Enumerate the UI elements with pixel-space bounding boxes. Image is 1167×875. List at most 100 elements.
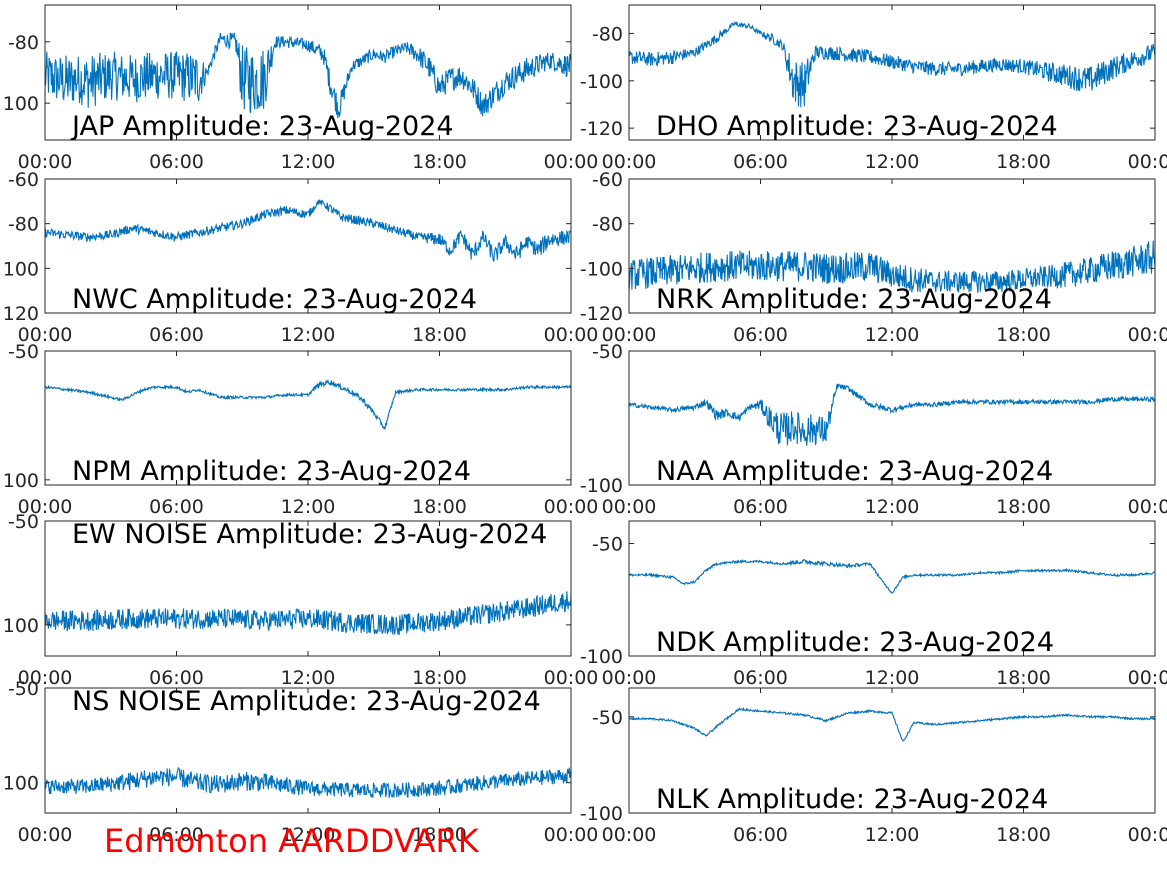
y-tick-label: -50 bbox=[8, 341, 39, 363]
x-tick-label: 06:00 bbox=[733, 151, 788, 173]
x-tick-label: 06:00 bbox=[733, 324, 788, 346]
y-tick-label: 100 bbox=[3, 615, 39, 637]
x-tick-label: 00:00 bbox=[602, 151, 657, 173]
y-tick-label: 120 bbox=[3, 303, 39, 325]
x-tick-label: 06:00 bbox=[149, 496, 204, 518]
x-tick-label: 06:00 bbox=[733, 496, 788, 518]
y-tick-label: -50 bbox=[8, 678, 39, 700]
x-tick-label: 06:00 bbox=[149, 667, 204, 689]
panel-npm: 00:00 06:00 12:00 18:00 00:00 -50 100 NPM Ampli… bbox=[3, 341, 599, 518]
panel-title-nwc: NWC Amplitude: 23-Aug-2024 bbox=[72, 284, 477, 315]
panel-title-nrk: NRK Amplitude: 23-Aug-2024 bbox=[656, 284, 1052, 315]
trace-ew-noise bbox=[45, 591, 571, 635]
y-tick-label: 100 bbox=[3, 470, 39, 492]
x-tick-label: 00:00 bbox=[544, 496, 599, 518]
panel-nlk: 00:00 06:00 12:00 18:00 00:00 -50 -100 NLK Ampl… bbox=[580, 687, 1167, 846]
x-tick-label: 06:00 bbox=[149, 824, 204, 846]
panel-jap: 00:00 06:00 12:00 18:00 00:00 -80 100 JAP Ampli… bbox=[3, 4, 599, 173]
y-tick-label: -50 bbox=[592, 707, 623, 729]
y-tick-label: -60 bbox=[8, 169, 39, 191]
x-tick-label: 00:00 bbox=[18, 151, 73, 173]
x-tick-label: 18:00 bbox=[412, 324, 467, 346]
panel-dho: 00:00 06:00 12:00 18:00 00:00 -80 -100 -120 DHO … bbox=[580, 4, 1167, 173]
x-tick-label: 00:00 bbox=[18, 324, 73, 346]
x-tick-label: 18:00 bbox=[996, 496, 1051, 518]
x-tick-label: 00:00 bbox=[18, 667, 73, 689]
panel-title-dho: DHO Amplitude: 23-Aug-2024 bbox=[656, 111, 1058, 142]
panel-title-ns-noise: NS NOISE Amplitude: 23-Aug-2024 bbox=[72, 686, 541, 717]
trace-dho bbox=[629, 20, 1155, 108]
x-tick-label: 12:00 bbox=[865, 824, 920, 846]
panel-naa: 00:00 06:00 12:00 18:00 00:00 -50 -100 NAA Ampl… bbox=[580, 341, 1167, 518]
panel-title-nlk: NLK Amplitude: 23-Aug-2024 bbox=[656, 784, 1048, 815]
x-tick-label: 00:00 bbox=[1128, 496, 1167, 518]
y-tick-label: -80 bbox=[592, 214, 623, 236]
x-tick-label: 06:00 bbox=[149, 151, 204, 173]
x-tick-label: 00:00 bbox=[602, 667, 657, 689]
x-tick-label: 00:00 bbox=[1128, 324, 1167, 346]
x-tick-label: 12:00 bbox=[281, 151, 336, 173]
y-tick-label: -100 bbox=[580, 71, 623, 93]
x-tick-label: 12:00 bbox=[865, 496, 920, 518]
x-tick-label: 00:00 bbox=[544, 151, 599, 173]
x-tick-label: 00:00 bbox=[544, 324, 599, 346]
y-tick-label: -80 bbox=[8, 214, 39, 236]
x-tick-label: 18:00 bbox=[996, 667, 1051, 689]
panel-title-jap: JAP Amplitude: 23-Aug-2024 bbox=[70, 111, 454, 142]
x-tick-label: 12:00 bbox=[281, 496, 336, 518]
trace-nwc bbox=[45, 199, 571, 263]
x-tick-label: 18:00 bbox=[996, 324, 1051, 346]
y-tick-label: -60 bbox=[592, 169, 623, 191]
panel-nwc: 00:00 06:00 12:00 18:00 00:00 -60 -80 100 120 NWC… bbox=[3, 169, 599, 346]
panel-nrk: 00:00 06:00 12:00 18:00 00:00 -60 -80 -100 -120 N… bbox=[580, 169, 1167, 346]
y-tick-label: -80 bbox=[8, 32, 39, 54]
y-tick-label: -100 bbox=[580, 803, 623, 825]
x-tick-label: 12:00 bbox=[865, 324, 920, 346]
x-tick-label: 06:00 bbox=[149, 324, 204, 346]
x-tick-label: 00:00 bbox=[602, 824, 657, 846]
y-tick-label: 100 bbox=[3, 258, 39, 280]
x-tick-label: 00:00 bbox=[544, 824, 599, 846]
panel-title-ew-noise: EW NOISE Amplitude: 23-Aug-2024 bbox=[72, 519, 547, 550]
y-tick-label: -80 bbox=[592, 23, 623, 45]
y-tick-label: 100 bbox=[3, 93, 39, 115]
trace-ndk bbox=[629, 558, 1155, 594]
trace-nrk bbox=[629, 240, 1155, 293]
y-tick-label: -100 bbox=[580, 646, 623, 668]
x-tick-label: 18:00 bbox=[412, 496, 467, 518]
x-tick-label: 00:00 bbox=[18, 496, 73, 518]
y-tick-label: -120 bbox=[580, 118, 623, 140]
panel-title-npm: NPM Amplitude: 23-Aug-2024 bbox=[72, 456, 471, 487]
trace-npm bbox=[45, 378, 571, 431]
y-tick-label: -50 bbox=[8, 511, 39, 533]
panel-ew-noise: 00:00 06:00 12:00 18:00 00:00 -50 100 EW NOISE … bbox=[3, 511, 599, 689]
x-tick-label: 12:00 bbox=[865, 151, 920, 173]
y-tick-label: -50 bbox=[592, 341, 623, 363]
trace-ns-noise bbox=[45, 767, 571, 799]
y-tick-label: -100 bbox=[580, 258, 623, 280]
x-tick-label: 06:00 bbox=[733, 824, 788, 846]
x-tick-label: 00:00 bbox=[1128, 667, 1167, 689]
panel-title-naa: NAA Amplitude: 23-Aug-2024 bbox=[656, 456, 1053, 487]
y-tick-label: -120 bbox=[580, 303, 623, 325]
x-tick-label: 12:00 bbox=[281, 824, 336, 846]
y-tick-label: 100 bbox=[3, 773, 39, 795]
x-tick-label: 00:00 bbox=[18, 824, 73, 846]
x-tick-label: 12:00 bbox=[865, 667, 920, 689]
trace-nlk bbox=[629, 707, 1155, 743]
x-tick-label: 00:00 bbox=[544, 667, 599, 689]
x-tick-label: 12:00 bbox=[281, 324, 336, 346]
x-tick-label: 18:00 bbox=[996, 151, 1051, 173]
trace-naa bbox=[629, 382, 1155, 446]
panel-title-ndk: NDK Amplitude: 23-Aug-2024 bbox=[656, 627, 1054, 658]
x-tick-label: 00:00 bbox=[1128, 151, 1167, 173]
panel-ndk: 00:00 06:00 12:00 18:00 00:00 -50 -100 NDK Ampl… bbox=[580, 520, 1167, 689]
x-tick-label: 00:00 bbox=[1128, 824, 1167, 846]
x-tick-label: 12:00 bbox=[281, 667, 336, 689]
x-tick-label: 18:00 bbox=[412, 667, 467, 689]
panel-ns-noise: 00:00 06:00 12:00 18:00 00:00 -50 100 NS NOISE … bbox=[3, 678, 599, 846]
x-tick-label: 18:00 bbox=[996, 824, 1051, 846]
x-tick-label: 00:00 bbox=[602, 324, 657, 346]
footer-label: Edmonton AARDDVARK bbox=[104, 822, 479, 860]
